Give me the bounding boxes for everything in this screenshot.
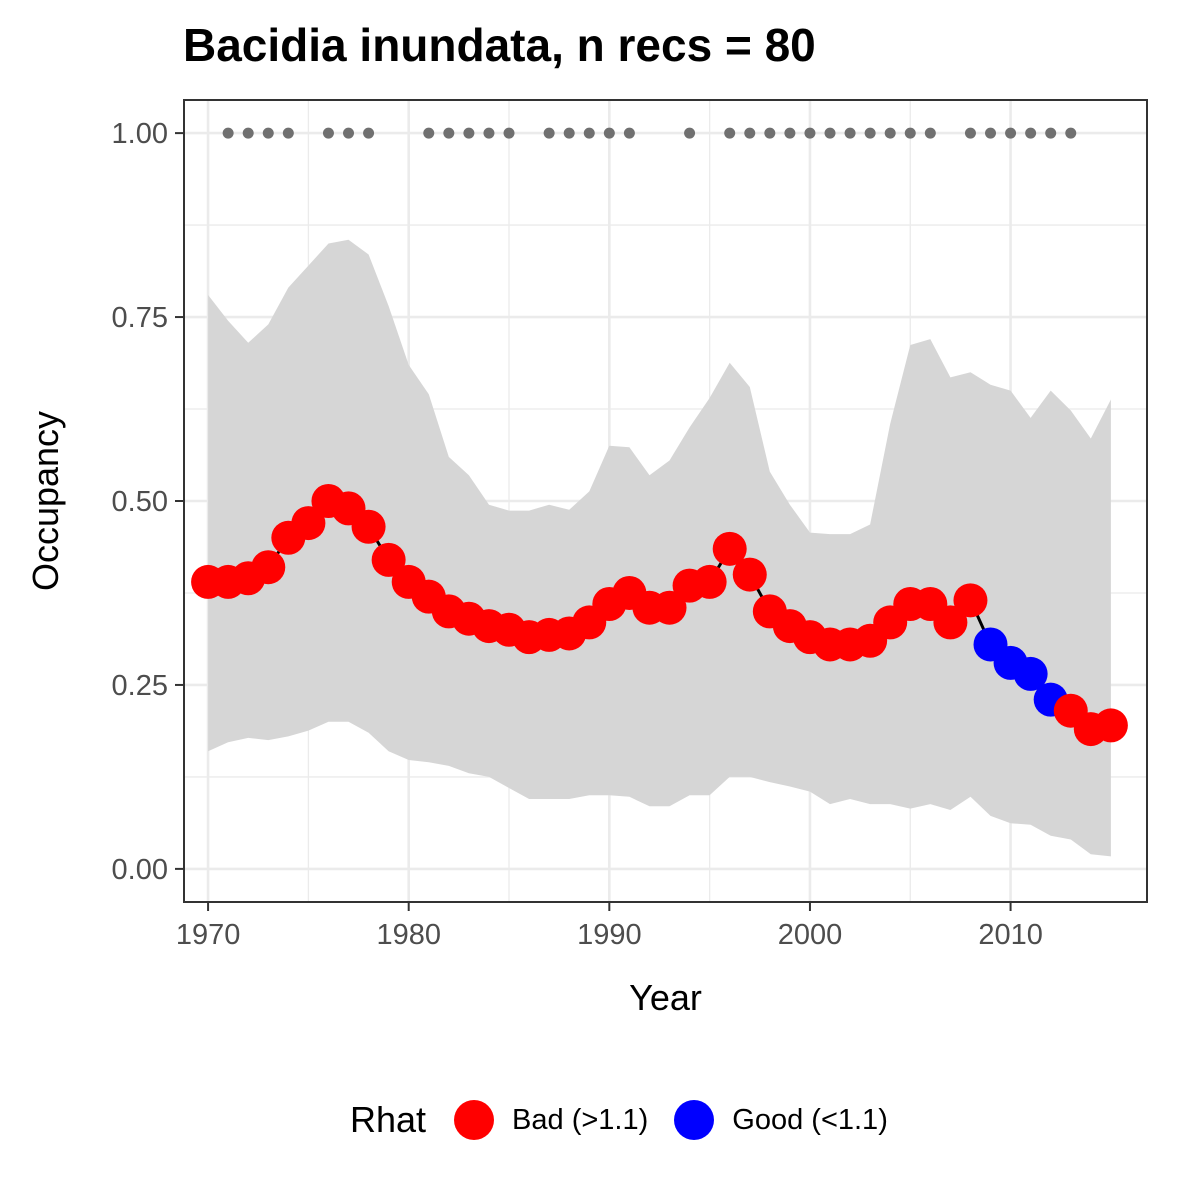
record-year-dot (804, 127, 816, 139)
record-year-dot (1065, 127, 1077, 139)
occupancy-point (933, 605, 968, 640)
legend-title: Rhat (350, 1099, 427, 1140)
record-year-dot (864, 127, 876, 139)
record-year-dot (543, 127, 555, 139)
legend-label-good: Good (<1.1) (732, 1103, 888, 1136)
record-year-dot (985, 127, 997, 139)
record-year-dot (322, 127, 334, 139)
y-axis-title: Occupancy (25, 411, 66, 591)
occupancy-point (371, 542, 406, 577)
record-year-dot (964, 127, 976, 139)
record-year-dot (744, 127, 756, 139)
x-tick-label: 1970 (176, 919, 241, 951)
x-tick-label: 2010 (978, 919, 1043, 951)
credible-interval-ribbon (208, 239, 1111, 857)
record-year-dot (1005, 127, 1017, 139)
y-tick-label: 0.25 (112, 670, 168, 702)
record-year-dot (1045, 127, 1057, 139)
occupancy-points-layer (191, 484, 1128, 747)
record-year-dot (824, 127, 836, 139)
record-year-dot (443, 127, 455, 139)
record-year-dot (583, 127, 595, 139)
occupancy-point (712, 531, 747, 566)
record-year-dot (242, 127, 254, 139)
y-axis: 0.00 0.25 0.50 0.75 1.00 (112, 118, 184, 886)
record-year-dot (884, 127, 896, 139)
legend-key-red-circle (454, 1100, 495, 1140)
legend-item-bad: Bad (>1.1) (454, 1100, 648, 1140)
x-tick-label: 1980 (376, 919, 441, 951)
record-year-dot (563, 127, 575, 139)
record-year-dot (623, 127, 635, 139)
credible-interval-ribbon-layer (208, 239, 1111, 857)
legend-key-blue-circle (674, 1100, 715, 1140)
legend-item-good: Good (<1.1) (674, 1100, 888, 1140)
record-year-dot (1025, 127, 1037, 139)
record-year-dot (784, 127, 796, 139)
occupancy-point (692, 564, 727, 599)
chart-title: Bacidia inundata, n recs = 80 (183, 19, 816, 71)
record-year-dot (222, 127, 234, 139)
x-tick-label: 2000 (778, 919, 843, 951)
record-year-dot (904, 127, 916, 139)
y-tick-label: 0.75 (112, 302, 168, 334)
x-axis: 1970 1980 1990 2000 2010 (176, 902, 1043, 951)
record-year-dot (684, 127, 696, 139)
y-tick-label: 1.00 (112, 118, 168, 150)
occupancy-point (953, 583, 988, 618)
record-year-dot (343, 127, 355, 139)
y-tick-label: 0.00 (112, 854, 168, 886)
legend: Rhat Bad (>1.1) Good (<1.1) (350, 1092, 914, 1148)
x-axis-title: Year (629, 977, 702, 1018)
occupancy-point (251, 550, 286, 585)
record-year-dot (503, 127, 515, 139)
occupancy-point (732, 557, 767, 592)
record-years-layer (222, 127, 1077, 139)
occupancy-point (291, 506, 326, 541)
record-year-dot (724, 127, 736, 139)
record-year-dot (483, 127, 495, 139)
record-year-dot (282, 127, 294, 139)
record-year-dot (764, 127, 776, 139)
record-year-dot (603, 127, 615, 139)
record-year-dot (423, 127, 435, 139)
occupancy-point (652, 590, 687, 625)
legend-label-bad: Bad (>1.1) (512, 1103, 649, 1136)
record-year-dot (363, 127, 375, 139)
record-year-dot (463, 127, 475, 139)
occupancy-point (1013, 656, 1048, 691)
x-tick-label: 1990 (577, 919, 642, 951)
occupancy-plot: 1970 1980 1990 2000 2010 0.00 0.25 0.50 0.75 1.0… (25, 99, 1148, 1018)
occupancy-point (1093, 708, 1128, 743)
record-year-dot (924, 127, 936, 139)
record-year-dot (262, 127, 274, 139)
record-year-dot (844, 127, 856, 139)
y-tick-label: 0.50 (112, 486, 168, 518)
occupancy-point (351, 509, 386, 544)
